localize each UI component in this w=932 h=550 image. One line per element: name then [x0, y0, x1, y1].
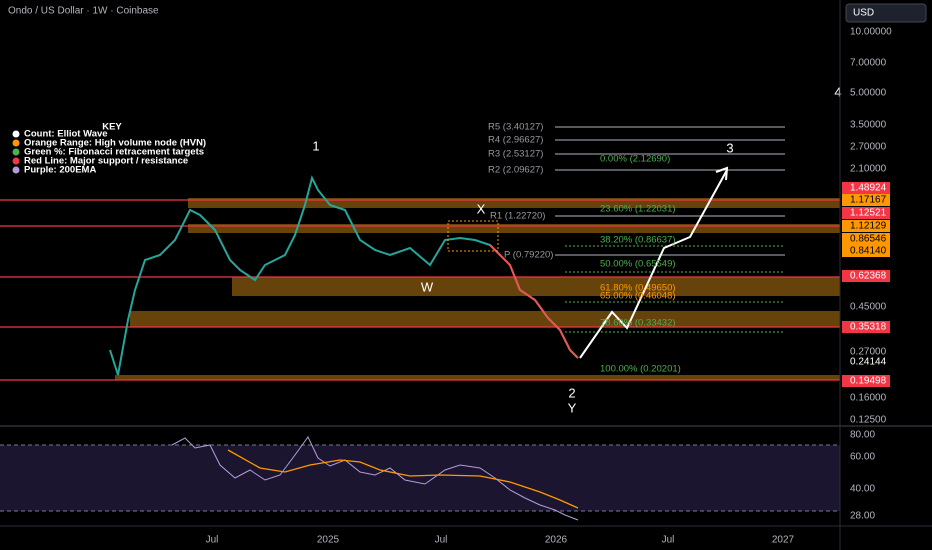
rsi-label: 80.00 [850, 430, 875, 441]
key-item: Red Line: Major support / resistance [24, 156, 188, 167]
currency-label: USD [853, 8, 874, 19]
price-label: 2.70000 [850, 142, 887, 153]
pivot-lines [555, 126, 785, 256]
wave-label: W [421, 279, 434, 294]
projection-arrow [579, 169, 728, 359]
hvn-zone [130, 311, 840, 327]
rsi-ma [227, 449, 579, 509]
marker-box [842, 182, 890, 194]
marker-label: 0.84140 [850, 246, 887, 257]
pivot-label: P (0.79220) [504, 250, 553, 261]
pivot-label: R5 (3.40127) [488, 122, 543, 133]
key-dot [12, 157, 20, 165]
arrow-head [715, 166, 729, 181]
key-dot [12, 130, 20, 138]
key-dot [12, 166, 20, 174]
wave-label: 3 [726, 140, 733, 155]
rsi-label: 28.00 [850, 511, 875, 522]
marker-label: 1.12521 [850, 208, 887, 219]
marker-label: 1.48924 [850, 183, 887, 194]
key-item: Purple: 200EMA [24, 165, 96, 176]
marker-label: 1.12129 [850, 221, 887, 232]
fib-label: 0.00% (2.12690) [600, 154, 670, 165]
key-item: Green %: Fibonacci retracement targets [24, 147, 204, 158]
key-title: KEY [102, 122, 122, 133]
marker-label: 0.24144 [850, 357, 887, 368]
pivot-label: R1 (1.22720) [490, 211, 545, 222]
time-label: Jul [662, 535, 675, 546]
time-label: 2025 [317, 535, 340, 546]
wave-label: 2 [568, 385, 575, 400]
price-labels: 10.00000 7.00000 5.00000 3.50000 2.70000… [850, 27, 892, 426]
wave-label: 1 [312, 138, 319, 153]
key-dot [12, 139, 20, 147]
rsi-axis: 80.00 60.00 40.00 28.00 [850, 430, 875, 522]
marker-label: 0.19498 [850, 376, 887, 387]
symbol-title: Ondo / US Dollar · 1W · Coinbase [8, 6, 159, 17]
key-dot [12, 148, 20, 156]
marker-label: 0.86546 [850, 234, 887, 245]
price-markers: 1.48924 1.17167 1.12521 1.12129 0.86546 … [842, 182, 890, 387]
pivot-label: R3 (2.53127) [488, 149, 543, 160]
price-label: 5.00000 [850, 88, 887, 99]
price-label: 10.00000 [850, 27, 892, 38]
marker-box [842, 207, 890, 219]
marker-box [842, 321, 890, 333]
key-item: Count: Elliot Wave [24, 129, 108, 140]
key: KEY Count: Elliot Wave Orange Range: Hig… [12, 122, 206, 176]
time-label: Jul [206, 535, 219, 546]
price-label: 0.12500 [850, 415, 887, 426]
price-label: 3.50000 [850, 120, 887, 131]
wave-label: Y [568, 400, 577, 415]
marker-box [842, 233, 890, 245]
time-label: 2026 [545, 535, 568, 546]
currency-button[interactable] [845, 3, 927, 23]
wave-label: X [477, 201, 486, 216]
hvn-zone [232, 277, 840, 296]
time-label: 2027 [772, 535, 795, 546]
fib-label: 65.00% (0.46048) [600, 291, 676, 302]
fib-label: 23.60% (1.22031) [600, 204, 676, 215]
hvn-zone [188, 198, 840, 208]
wave-label: 4 [834, 84, 841, 99]
price-label: 7.00000 [850, 58, 887, 69]
fib-label: 50.00% (0.65549) [600, 259, 676, 270]
rsi-label: 40.00 [850, 484, 875, 495]
rsi-label: 60.00 [850, 452, 875, 463]
marker-box [842, 270, 890, 282]
fib-lines [565, 245, 785, 333]
fib-label: 61.80% (0.49650) [600, 283, 676, 294]
pivot-label: R4 (2.96627) [488, 135, 543, 146]
price-label: 0.45000 [850, 302, 887, 313]
hvn-zone [115, 375, 840, 380]
price-label: 2.10000 [850, 164, 887, 175]
time-label: Jul [435, 535, 448, 546]
marker-label: 1.17167 [850, 195, 887, 206]
rsi-band [0, 445, 840, 511]
marker-box [842, 245, 890, 257]
marker-box [842, 194, 890, 206]
x-box [447, 220, 499, 252]
price-label: 0.16000 [850, 393, 887, 404]
key-item: Orange Range: High volume node (HVN) [24, 138, 206, 149]
marker-box [842, 220, 890, 232]
fib-label: 78.60% (0.33432) [600, 318, 676, 329]
price-label: 0.27000 [850, 347, 887, 358]
price-path-decline [489, 244, 579, 359]
hvn-zone [188, 224, 840, 233]
marker-box [842, 375, 890, 387]
pivot-label: R2 (2.09627) [488, 165, 543, 176]
marker-label: 0.62368 [850, 271, 887, 282]
marker-label: 0.35318 [850, 322, 887, 333]
time-axis: Jul 2025 Jul 2026 Jul 2027 [206, 535, 795, 546]
fib-label: 38.20% (0.86637) [600, 235, 676, 246]
fib-label: 100.00% (0.20201) [600, 364, 681, 375]
rsi-line [171, 436, 579, 521]
